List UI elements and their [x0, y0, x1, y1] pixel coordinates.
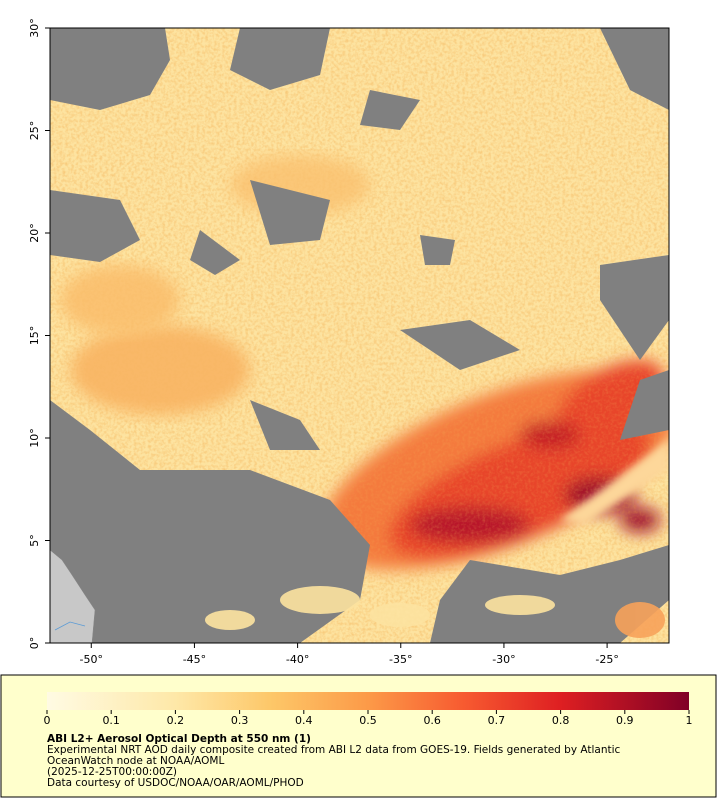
- x-tick-label: -45°: [183, 653, 206, 666]
- legend-title: ABI L2+ Aerosol Optical Depth at 550 nm …: [47, 733, 311, 745]
- y-tick-label: 30°: [28, 18, 41, 38]
- colorbar-tick-label: 0.8: [552, 714, 570, 727]
- colorbar-tick-label: 1: [686, 714, 693, 727]
- x-tick-label: -40°: [286, 653, 309, 666]
- x-tick-label: -25°: [595, 653, 618, 666]
- y-tick-label: 25°: [28, 121, 41, 141]
- colorbar-tick-label: 0.5: [359, 714, 377, 727]
- y-tick-label: 20°: [28, 223, 41, 243]
- colorbar-tick-label: 0.7: [488, 714, 506, 727]
- colorbar-tick-label: 0.6: [423, 714, 441, 727]
- legend-line: Data courtesy of USDOC/NOAA/OAR/AOML/PHO…: [47, 777, 304, 789]
- legend-line: OceanWatch node at NOAA/AOML: [47, 755, 224, 767]
- legend: ABI L2+ Aerosol Optical Depth at 550 nm …: [0, 674, 717, 798]
- y-tick-label: 15°: [28, 326, 41, 346]
- x-tick-label: -35°: [389, 653, 412, 666]
- y-tick-label: 5°: [28, 534, 41, 547]
- x-tick-label: -50°: [80, 653, 103, 666]
- colorbar: [47, 692, 689, 710]
- map-image: [50, 28, 669, 643]
- legend-line: Experimental NRT AOD daily composite cre…: [47, 744, 621, 756]
- colorbar-tick-label: 0.1: [102, 714, 120, 727]
- x-tick-label: -30°: [492, 653, 515, 666]
- colorbar-tick-label: 0.4: [295, 714, 313, 727]
- legend-line: (2025-12-25T00:00:00Z): [47, 766, 177, 778]
- colorbar-tick-label: 0.3: [231, 714, 249, 727]
- colorbar-tick-label: 0.2: [167, 714, 185, 727]
- colorbar-tick-label: 0: [44, 714, 51, 727]
- colorbar-tick-label: 0.9: [616, 714, 634, 727]
- y-tick-label: 0°: [28, 637, 41, 650]
- y-tick-label: 10°: [28, 428, 41, 448]
